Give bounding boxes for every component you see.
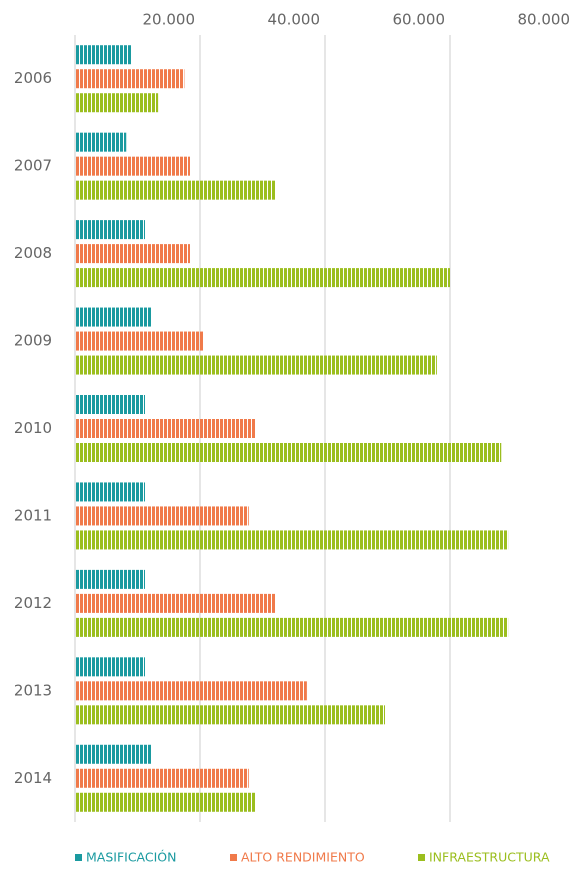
bar xyxy=(75,443,502,462)
bar xyxy=(75,307,152,327)
x-tick-label: 60.000 xyxy=(393,11,446,29)
bar xyxy=(75,355,437,375)
bar xyxy=(75,93,159,113)
category-label: 2011 xyxy=(14,506,52,524)
bar xyxy=(75,681,307,701)
legend-label: MASIFICACIÓN xyxy=(86,850,177,865)
bar xyxy=(75,705,385,725)
category-label: 2014 xyxy=(14,769,52,787)
bar xyxy=(75,69,185,89)
bar xyxy=(75,593,275,613)
bar xyxy=(75,419,255,438)
category-label: 2006 xyxy=(14,69,52,87)
bar xyxy=(75,657,145,677)
bar xyxy=(75,617,509,637)
bar xyxy=(75,569,145,589)
x-tick-label: 40.000 xyxy=(268,11,321,29)
legend-swatch xyxy=(75,854,82,861)
bar xyxy=(75,132,127,152)
bar xyxy=(75,220,145,240)
bar xyxy=(75,530,509,550)
bar xyxy=(75,331,204,351)
category-label: 2009 xyxy=(14,332,52,350)
bar xyxy=(75,268,450,288)
bar xyxy=(75,792,255,812)
bar xyxy=(75,768,249,788)
category-label: 2007 xyxy=(14,157,52,175)
legend-label: INFRAESTRUCTURA xyxy=(429,850,550,865)
legend-label: ALTO RENDIMIENTO xyxy=(241,850,365,865)
bar xyxy=(75,506,249,526)
bar xyxy=(75,244,190,264)
category-label: 2013 xyxy=(14,681,52,699)
legend-swatch xyxy=(230,854,237,861)
category-label: 2008 xyxy=(14,244,52,262)
legend-swatch xyxy=(418,854,425,861)
bar xyxy=(75,482,145,502)
bar xyxy=(75,744,152,764)
bar xyxy=(75,156,190,176)
bar xyxy=(75,395,145,414)
bar xyxy=(75,45,132,65)
category-label: 2012 xyxy=(14,594,52,612)
bar xyxy=(75,180,275,200)
category-label: 2010 xyxy=(14,419,52,437)
x-tick-label: 20.000 xyxy=(143,11,196,29)
x-tick-label: 80.000 xyxy=(518,11,571,29)
